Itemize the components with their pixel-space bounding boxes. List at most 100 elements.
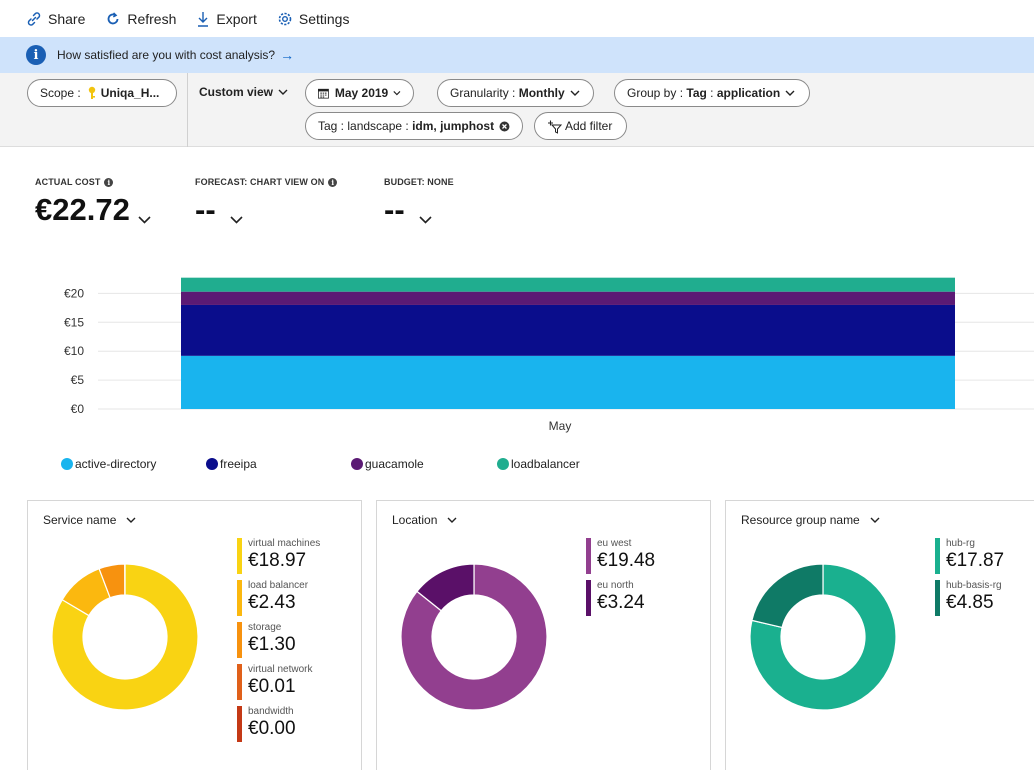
filter-bar: Scope : Uniqa_H... Custom view May 2019 … bbox=[0, 73, 1034, 147]
donut-slice[interactable] bbox=[416, 563, 475, 612]
card-title: Resource group name bbox=[741, 513, 860, 527]
add-filter-button[interactable]: Add filter bbox=[534, 112, 627, 140]
refresh-button[interactable]: Refresh bbox=[105, 11, 176, 27]
y-tick-label: €20 bbox=[64, 286, 84, 300]
breakdown-value: €3.24 bbox=[597, 592, 645, 613]
remove-filter-icon[interactable] bbox=[499, 121, 510, 132]
info-icon: i bbox=[26, 45, 46, 65]
donut-slice[interactable] bbox=[751, 563, 824, 629]
color-swatch bbox=[237, 622, 242, 658]
actual-cost-label-row: ACTUAL COST i bbox=[35, 177, 151, 187]
tag-filter-pill[interactable]: Tag : landscape : idm, jumphost bbox=[305, 112, 523, 140]
groupby-value: application bbox=[716, 86, 781, 100]
breakdown-name: bandwidth bbox=[248, 706, 294, 717]
key-icon bbox=[88, 86, 95, 99]
share-button[interactable]: Share bbox=[26, 11, 85, 27]
breakdown-item[interactable]: eu north €3.24 bbox=[586, 580, 645, 616]
granularity-pill[interactable]: Granularity : Monthly bbox=[437, 79, 594, 107]
card-title-dropdown[interactable]: Resource group name bbox=[741, 513, 880, 527]
settings-button[interactable]: Settings bbox=[277, 10, 350, 27]
chevron-down-icon[interactable] bbox=[138, 216, 151, 224]
scope-value: Uniqa_H... bbox=[100, 86, 160, 100]
bar-segment-guacamole[interactable] bbox=[181, 291, 955, 305]
y-tick-label: €0 bbox=[71, 402, 85, 416]
color-swatch bbox=[935, 538, 940, 574]
refresh-label: Refresh bbox=[127, 10, 177, 27]
actual-cost-kpi[interactable]: ACTUAL COST i €22.72 bbox=[35, 177, 151, 228]
breakdown-name: virtual machines bbox=[248, 538, 321, 549]
groupby-key: Tag bbox=[686, 86, 707, 100]
legend-label: guacamole bbox=[365, 457, 424, 471]
donut-chart[interactable] bbox=[50, 562, 200, 712]
color-swatch bbox=[237, 538, 242, 574]
info-icon: i bbox=[104, 177, 114, 187]
budget-label-row: BUDGET: NONE bbox=[384, 177, 454, 187]
breakdown-name: load balancer bbox=[248, 580, 309, 591]
legend-dot bbox=[497, 458, 509, 470]
actual-cost-label: ACTUAL COST bbox=[35, 177, 101, 187]
share-label: Share bbox=[48, 10, 86, 27]
breakdown-name: eu north bbox=[597, 580, 634, 591]
banner-text: How satisfied are you with cost analysis… bbox=[57, 48, 276, 62]
chevron-down-icon[interactable] bbox=[419, 216, 432, 224]
filter-divider bbox=[187, 73, 188, 147]
view-dropdown[interactable]: Custom view bbox=[199, 85, 288, 99]
breakdown-item[interactable]: eu west €19.48 bbox=[586, 538, 655, 574]
forecast-kpi[interactable]: FORECAST: CHART VIEW ON i -- bbox=[195, 177, 338, 228]
card-title-dropdown[interactable]: Service name bbox=[43, 513, 136, 527]
chevron-down-icon bbox=[447, 517, 457, 523]
breakdown-name: hub-basis-rg bbox=[946, 580, 1002, 591]
color-swatch bbox=[586, 538, 591, 574]
breakdown-item[interactable]: storage €1.30 bbox=[237, 622, 296, 658]
donut-slice[interactable] bbox=[51, 563, 199, 711]
arrow-right-icon: → bbox=[280, 47, 295, 63]
donut-chart[interactable] bbox=[748, 562, 898, 712]
breakdown-item[interactable]: load balancer €2.43 bbox=[237, 580, 308, 616]
donut-slice[interactable] bbox=[400, 563, 548, 711]
breakdown-item[interactable]: bandwidth €0.00 bbox=[237, 706, 296, 742]
scope-pill[interactable]: Scope : Uniqa_H... bbox=[27, 79, 177, 107]
budget-kpi[interactable]: BUDGET: NONE -- bbox=[384, 177, 454, 228]
breakdown-item[interactable]: virtual network €0.01 bbox=[237, 664, 312, 700]
feedback-banner[interactable]: i How satisfied are you with cost analys… bbox=[0, 37, 1034, 73]
color-swatch bbox=[237, 664, 242, 700]
bar-segment-active-directory[interactable] bbox=[181, 355, 955, 409]
breakdown-value: €1.30 bbox=[248, 634, 296, 655]
add-filter-label: Add filter bbox=[565, 119, 613, 133]
settings-label: Settings bbox=[298, 10, 350, 27]
legend-item-active-directory[interactable]: active-directory bbox=[61, 457, 156, 471]
group-by-pill[interactable]: Group by : Tag : application bbox=[614, 79, 810, 107]
bar-segment-freeipa[interactable] bbox=[181, 304, 955, 356]
forecast-label-row: FORECAST: CHART VIEW ON i bbox=[195, 177, 338, 187]
legend-item-loadbalancer[interactable]: loadbalancer bbox=[497, 457, 580, 471]
breakdown-value: €17.87 bbox=[946, 550, 1005, 571]
groupby-label: Group by : bbox=[627, 86, 684, 100]
breakdown-name: eu west bbox=[597, 538, 632, 549]
breakdown-name: storage bbox=[248, 622, 282, 633]
breakdown-value: €2.43 bbox=[248, 592, 296, 613]
granularity-label: Granularity : bbox=[450, 86, 516, 100]
card-title-dropdown[interactable]: Location bbox=[392, 513, 457, 527]
breakdown-item[interactable]: hub-rg €17.87 bbox=[935, 538, 1004, 574]
breakdown-item[interactable]: hub-basis-rg €4.85 bbox=[935, 580, 1002, 616]
breakdown-item[interactable]: virtual machines €18.97 bbox=[237, 538, 320, 574]
legend-item-guacamole[interactable]: guacamole bbox=[351, 457, 424, 471]
tag-filter-label: Tag : landscape : bbox=[318, 119, 409, 133]
export-button[interactable]: Export bbox=[196, 11, 257, 27]
date-range-pill[interactable]: May 2019 bbox=[305, 79, 414, 107]
donut-chart[interactable] bbox=[399, 562, 549, 712]
bar-segment-loadbalancer[interactable] bbox=[181, 277, 955, 292]
y-tick-label: €10 bbox=[64, 344, 84, 358]
chevron-down-icon[interactable] bbox=[230, 216, 243, 224]
donut-slice[interactable] bbox=[749, 563, 897, 711]
breakdown-value: €4.85 bbox=[946, 592, 994, 613]
refresh-icon bbox=[107, 11, 119, 24]
card-title: Location bbox=[392, 513, 438, 527]
cost-bar-chart[interactable]: €0 €5 €10 €15 €20 May bbox=[0, 260, 1034, 440]
chevron-down-icon bbox=[393, 91, 401, 96]
x-tick-label: May bbox=[549, 419, 572, 433]
legend-item-freeipa[interactable]: freeipa bbox=[206, 457, 257, 471]
chart-legend: active-directory freeipa guacamole loadbala… bbox=[0, 457, 1034, 473]
tag-filter-value: idm, jumphost bbox=[412, 119, 495, 133]
location-card: Location eu west €19.48 eu north €3.24 bbox=[376, 500, 711, 770]
